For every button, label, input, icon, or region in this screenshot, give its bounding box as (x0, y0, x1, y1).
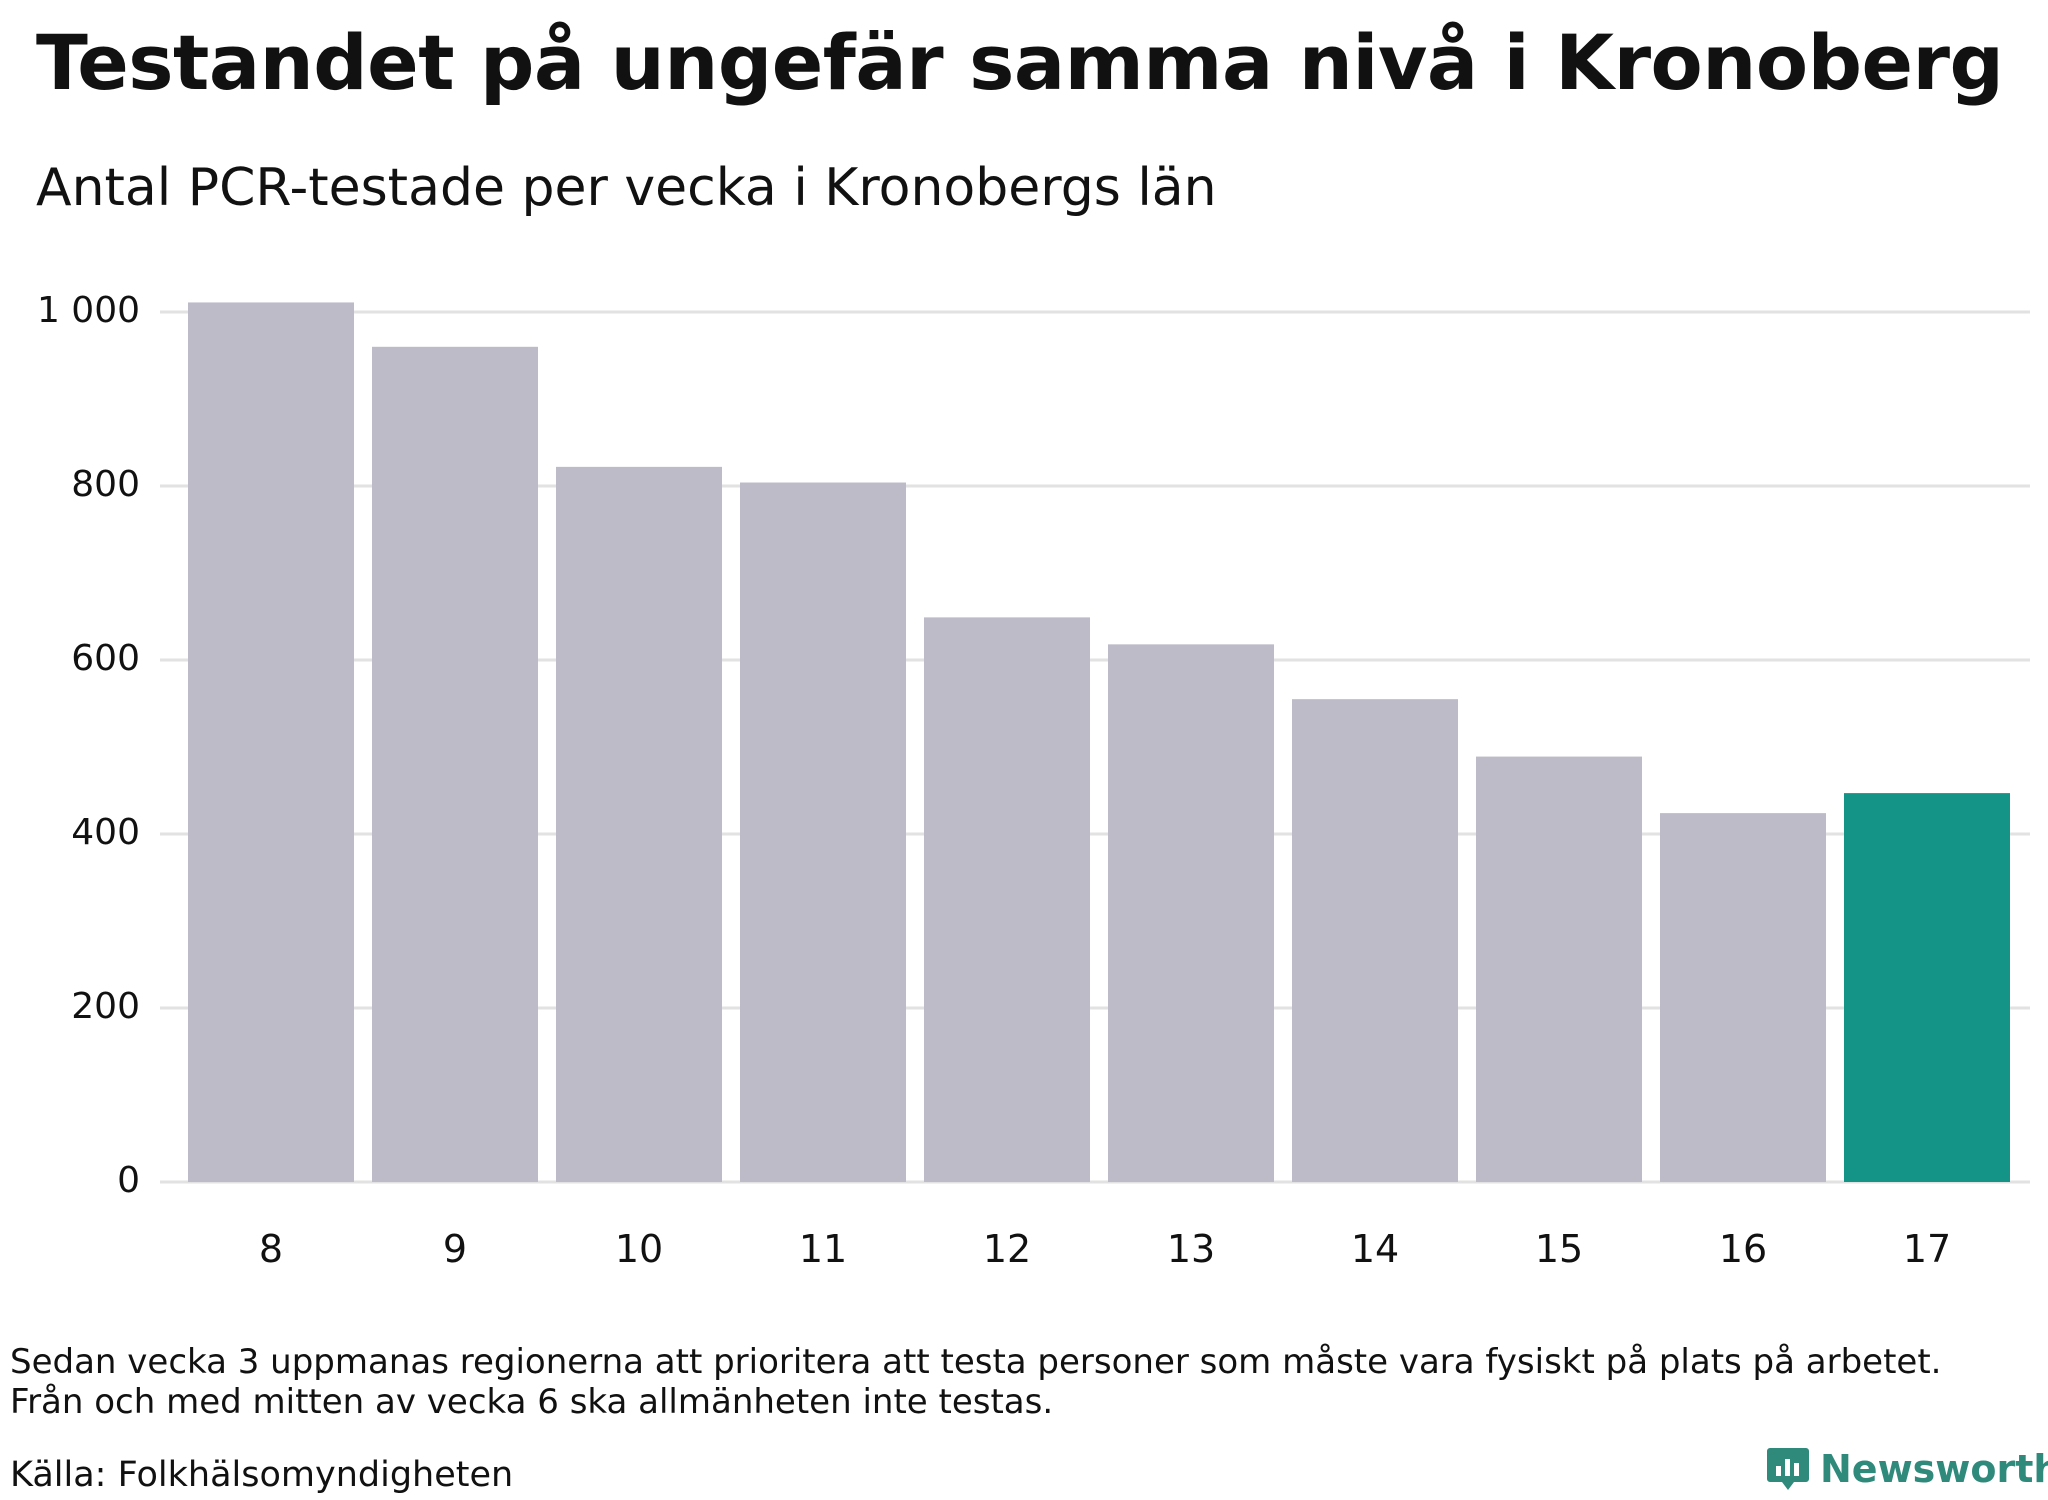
bar-week-13[interactable] (1108, 644, 1274, 1182)
footnote-line-1: Sedan vecka 3 uppmanas regionerna att pr… (10, 1342, 1942, 1382)
x-tick-label: 8 (259, 1227, 283, 1271)
newsworthy-bars-icon (1767, 1448, 1809, 1490)
bar-week-9[interactable] (372, 346, 538, 1182)
x-tick-label: 15 (1535, 1227, 1583, 1271)
bar-week-14[interactable] (1292, 699, 1458, 1182)
bar-week-8[interactable] (188, 302, 354, 1182)
bar-week-16[interactable] (1660, 813, 1826, 1182)
x-tick-label: 13 (1167, 1227, 1215, 1271)
bars (188, 302, 2010, 1182)
y-tick-label: 600 (71, 638, 140, 679)
bar-week-12[interactable] (924, 617, 1090, 1182)
x-tick-label: 12 (983, 1227, 1031, 1271)
y-tick-label: 1 000 (37, 290, 140, 331)
brand-name: Newsworthy (1820, 1447, 2048, 1491)
y-tick-label: 0 (117, 1160, 140, 1201)
y-tick-label: 400 (71, 812, 140, 853)
x-tick-label: 16 (1719, 1227, 1767, 1271)
brand-logo[interactable]: Newsworthy (1766, 1446, 2048, 1492)
bar-week-17[interactable] (1844, 793, 2010, 1182)
bar-week-11[interactable] (740, 482, 906, 1182)
x-axis-ticks: 8 9 10 11 12 13 14 15 16 17 (259, 1227, 1951, 1271)
bar-week-15[interactable] (1476, 756, 1642, 1182)
chart-title: Testandet på ungefär samma nivå i Kronob… (36, 18, 2004, 107)
source-credit: Källa: Folkhälsomyndigheten (10, 1455, 514, 1495)
x-tick-label: 14 (1351, 1227, 1399, 1271)
y-tick-label: 800 (71, 464, 140, 505)
chart-subtitle: Antal PCR-testade per vecka i Kronobergs… (36, 158, 1217, 218)
y-axis-ticks: 0 200 400 600 800 1 000 (37, 290, 140, 1201)
y-tick-label: 200 (71, 986, 140, 1027)
bar-chart: 0 200 400 600 800 1 000 8 9 10 11 12 13 14 15 16 17 (37, 290, 2030, 1271)
footnote-line-2: Från och med mitten av vecka 6 ska allmä… (10, 1382, 1054, 1422)
x-tick-label: 10 (615, 1227, 663, 1271)
x-tick-label: 17 (1903, 1227, 1951, 1271)
x-tick-label: 9 (443, 1227, 467, 1271)
x-tick-label: 11 (799, 1227, 847, 1271)
bar-week-10[interactable] (556, 466, 722, 1182)
